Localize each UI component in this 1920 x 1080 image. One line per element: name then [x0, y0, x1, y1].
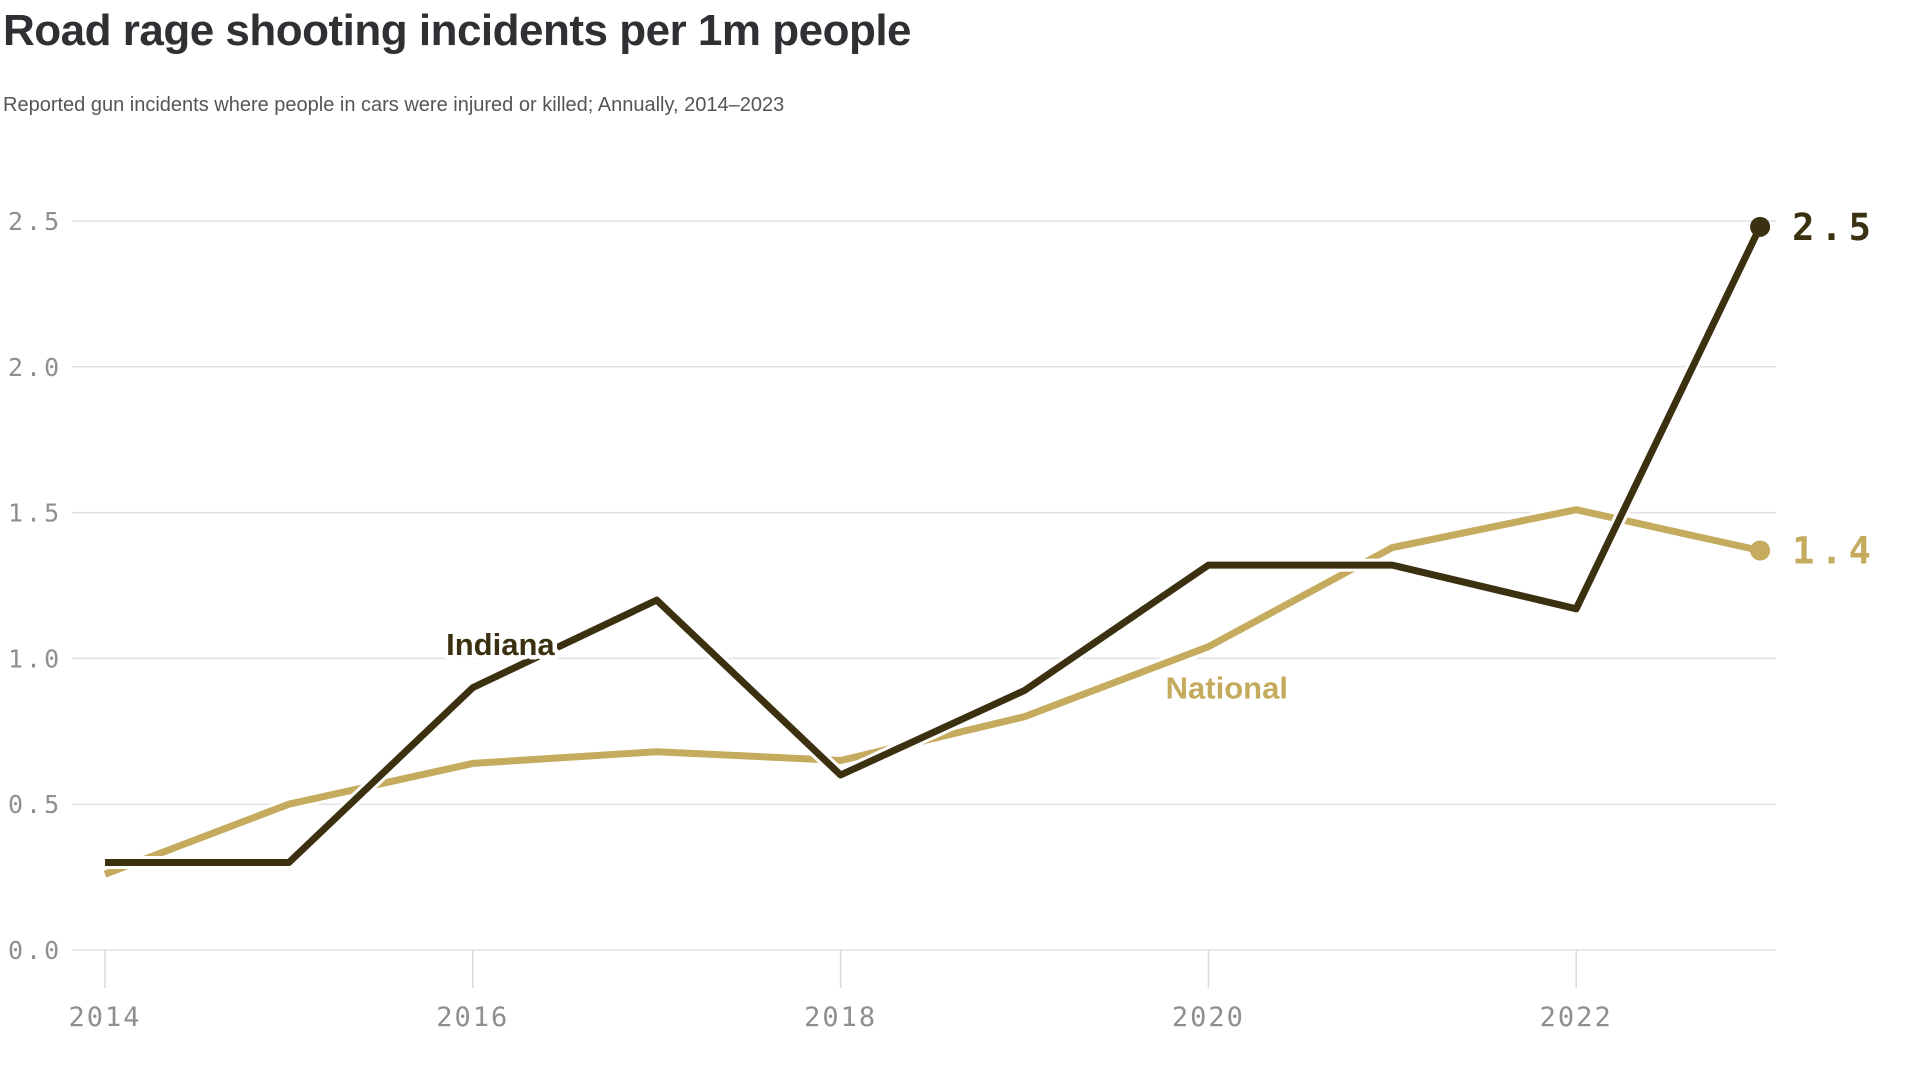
series-line-casing [102, 503, 1762, 881]
x-tick-label: 2022 [1540, 1002, 1613, 1033]
series-line-casing [105, 223, 1766, 869]
series-indiana [105, 223, 1766, 869]
y-tick-label: 1.5 [8, 499, 62, 528]
x-tick-label: 2020 [1172, 1002, 1245, 1033]
series-name-label-national: National [1166, 671, 1288, 706]
x-axis: 2014 2016 2018 2020 2022 [68, 950, 1613, 1033]
series-line [103, 506, 1761, 878]
y-tick-label: 0.0 [8, 936, 62, 965]
x-tick-label: 2016 [436, 1002, 509, 1033]
y-tick-label: 1.0 [8, 644, 62, 673]
end-label-indiana: 2.5 [1792, 206, 1877, 249]
y-tick-label: 0.5 [8, 790, 62, 819]
end-label-national: 1.4 [1792, 530, 1877, 573]
chart-subtitle: Reported gun incidents where people in c… [3, 94, 785, 116]
series-line [105, 225, 1764, 866]
x-tick-label: 2018 [804, 1002, 877, 1033]
x-tick-label: 2014 [68, 1002, 141, 1033]
y-tick-label: 2.0 [8, 353, 62, 382]
end-dot-national [1750, 540, 1771, 561]
y-tick-label: 2.5 [8, 207, 62, 236]
chart-title: Road rage shooting incidents per 1m peop… [3, 6, 912, 55]
series-name-label-indiana: Indiana [446, 627, 555, 662]
gridlines [72, 220, 1776, 951]
series-national [102, 503, 1762, 881]
end-dot-indiana [1750, 216, 1771, 237]
y-axis-labels: 0.0 0.5 1.0 1.5 2.0 2.5 [8, 207, 62, 965]
